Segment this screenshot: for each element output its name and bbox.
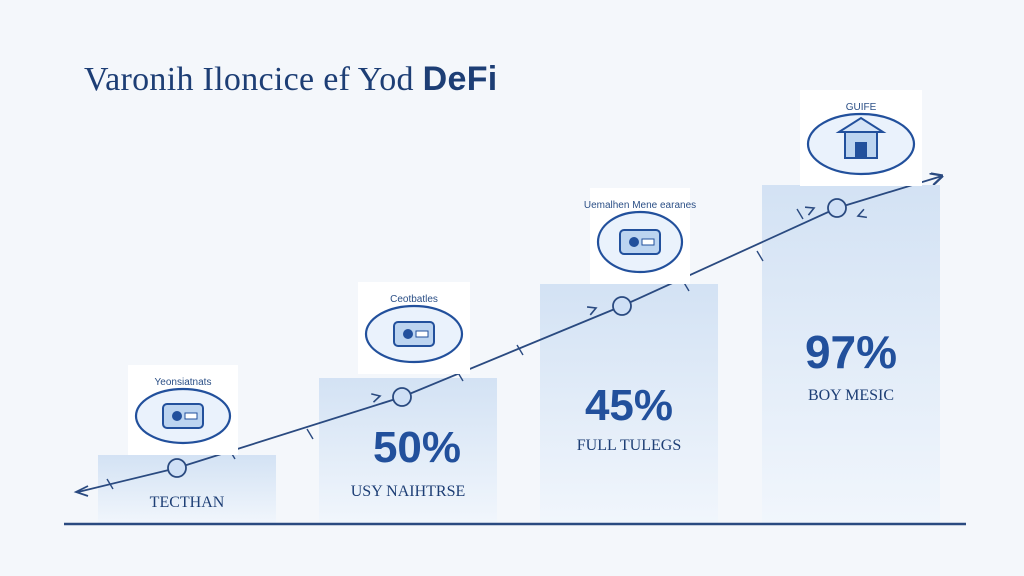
icon-glyph xyxy=(393,321,435,347)
cloud-exchange-icon: Ceotbatles xyxy=(358,282,470,374)
icon-dot xyxy=(629,237,639,247)
temple-icon: GUIFE xyxy=(800,90,922,186)
bar xyxy=(762,185,940,524)
trend-tick xyxy=(516,344,524,356)
trend-tick xyxy=(756,250,764,262)
icon-roof xyxy=(835,116,887,133)
icon-slot xyxy=(184,412,198,420)
icon-slot xyxy=(415,330,429,338)
icon-glyph xyxy=(619,229,661,255)
chart-title: Varonih Iloncice ef Yod DeFi xyxy=(84,60,498,99)
trend-tick xyxy=(796,208,804,220)
trend-arrow xyxy=(804,206,816,216)
icon-label: Uemalhen Mene earanes xyxy=(584,200,696,211)
bar xyxy=(540,284,718,524)
icons-layer: Yeonsiatnats Ceotbatles Uemalhen Mene eara… xyxy=(128,90,922,455)
wallet-icon: Yeonsiatnats xyxy=(128,365,238,455)
trend-layer xyxy=(73,176,942,497)
category-label: TECTHAN xyxy=(150,494,225,511)
icon-door xyxy=(855,142,867,158)
bar-group: 97% BOY MESIC xyxy=(762,185,940,524)
bar xyxy=(98,455,276,524)
icon-dot xyxy=(403,329,413,339)
trend-node xyxy=(392,387,412,407)
icon-slot xyxy=(641,238,655,246)
chart-title-main: Varonih Iloncice ef Yod xyxy=(84,61,414,98)
icon-glyph xyxy=(162,403,204,429)
trend-arrow xyxy=(856,208,868,219)
trend-line xyxy=(77,176,942,493)
category-label: FULL TULEGS xyxy=(577,437,681,454)
bar-group: TECTHAN xyxy=(98,455,276,524)
icon-label: Ceotbatles xyxy=(390,294,438,305)
trend-start-arrow xyxy=(73,485,89,497)
trend-node xyxy=(167,458,187,478)
trend-arrow xyxy=(371,393,382,403)
bar-group: 45% FULL TULEGS xyxy=(540,284,718,524)
trend-tick xyxy=(306,428,314,440)
bar-value-label: 45% xyxy=(585,381,673,430)
bars-layer: TECTHAN 50% USY NAIHTRSE 45% FULL TULEGS 97% B… xyxy=(98,185,940,524)
icon-dot xyxy=(172,411,182,421)
bar-value-label: 97% xyxy=(805,326,897,378)
trend-node xyxy=(612,296,632,316)
trend-node xyxy=(827,198,847,218)
trend-arrow xyxy=(586,306,598,316)
icon-label: Yeonsiatnats xyxy=(155,377,212,388)
network-icon: Uemalhen Mene earanes xyxy=(584,188,696,284)
bar-value-label: 50% xyxy=(373,423,461,472)
chart-title-accent: DeFi xyxy=(422,60,498,98)
category-label: BOY MESIC xyxy=(808,387,894,404)
icon-label: GUIFE xyxy=(846,102,877,113)
category-label: USY NAIHTRSE xyxy=(351,483,466,500)
trend-tick xyxy=(106,478,114,490)
